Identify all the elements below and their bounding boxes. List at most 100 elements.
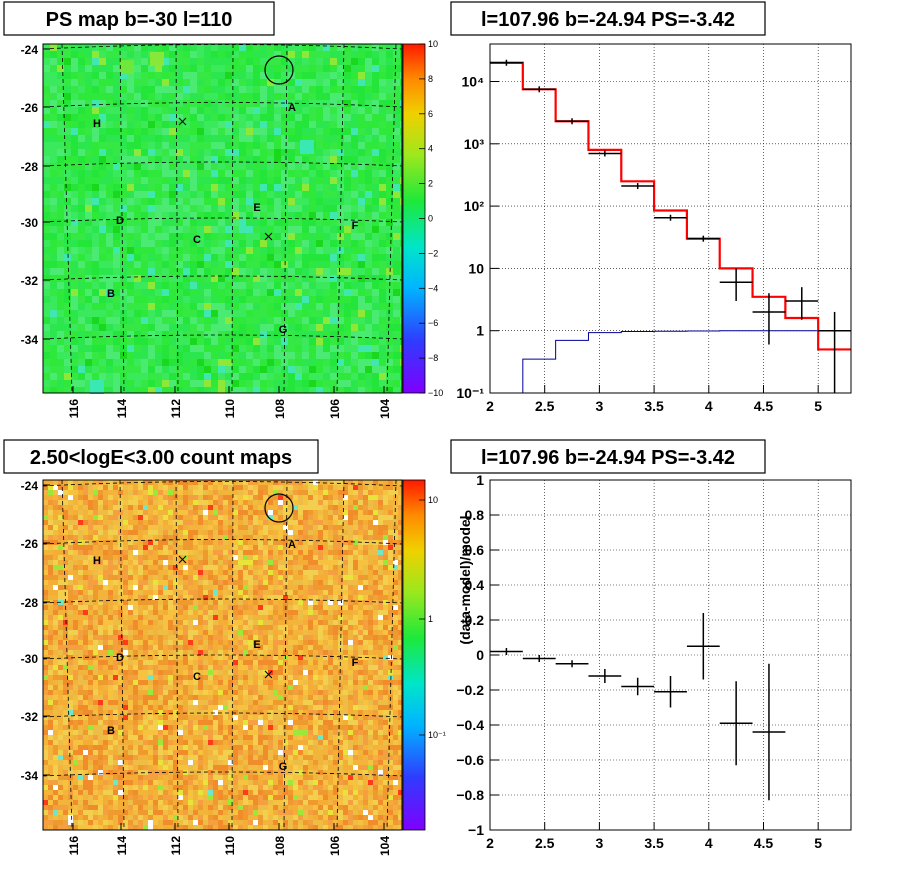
ps-map-cell: [57, 135, 64, 142]
ps-map-cell: [155, 240, 162, 247]
count-map-cell: [378, 625, 383, 630]
count-map-cell: [103, 575, 108, 580]
count-map-cell: [288, 535, 293, 540]
ps-map-cell: [162, 58, 169, 65]
count-map-cell: [93, 570, 98, 575]
count-map-cell: [318, 490, 323, 495]
ps-map-cell: [351, 156, 358, 163]
ps-map-cell: [211, 79, 218, 86]
count-map-cell: [228, 520, 233, 525]
ps-map-colorbar-tick: 8: [428, 74, 433, 84]
count-map-cell: [233, 505, 238, 510]
count-map-cell: [373, 545, 378, 550]
count-map-cell: [73, 625, 78, 630]
ps-map-cell: [197, 149, 204, 156]
ps-map-cell: [113, 310, 120, 317]
count-map-cell: [338, 620, 343, 625]
count-map-cell: [133, 555, 138, 560]
count-map-cell: [268, 585, 273, 590]
count-map-cell: [233, 500, 238, 505]
ps-map-cell: [323, 65, 330, 72]
count-map-cell: [333, 505, 338, 510]
ps-map-cell: [295, 219, 302, 226]
count-map-cell: [233, 590, 238, 595]
count-map-cell: [208, 615, 213, 620]
count-map-cell: [258, 565, 263, 570]
count-map-cell: [103, 480, 108, 485]
count-map-cell: [323, 605, 328, 610]
count-map-cell: [398, 550, 402, 555]
ps-map-cell: [141, 317, 148, 324]
ps-map-cell: [351, 380, 358, 387]
ps-map-cell: [64, 380, 71, 387]
ps-map-cell: [113, 114, 120, 121]
count-map-cell: [293, 550, 298, 555]
ps-map-cell: [197, 156, 204, 163]
count-map-cell: [93, 595, 98, 600]
ps-map-cell: [43, 261, 50, 268]
ps-map-cell: [141, 65, 148, 72]
count-map-cell: [288, 485, 293, 490]
ps-map-cell: [85, 177, 92, 184]
ps-map-cell: [127, 219, 134, 226]
count-map-cell: [63, 500, 68, 505]
ps-map-cell: [43, 72, 50, 79]
ps-map-cell: [246, 100, 253, 107]
count-map-cell: [293, 595, 298, 600]
count-map-cell: [323, 545, 328, 550]
count-map-cell: [123, 535, 128, 540]
ps-map-cell: [260, 387, 267, 393]
ps-map-cell: [351, 317, 358, 324]
count-map-cell: [73, 495, 78, 500]
count-map-cell: [298, 580, 303, 585]
ps-map-cell: [260, 282, 267, 289]
count-map-cell: [383, 510, 388, 515]
ps-map-cell: [344, 366, 351, 373]
ps-map-cell: [288, 198, 295, 205]
count-map-cell: [133, 545, 138, 550]
ps-map-cell: [386, 142, 393, 149]
ps-map-cell: [64, 345, 71, 352]
count-map-cell: [318, 530, 323, 535]
ps-map-cell: [358, 135, 365, 142]
ps-map-cell: [372, 58, 379, 65]
ps-map-cell: [400, 177, 402, 184]
ps-map-cell: [162, 268, 169, 275]
ps-map-cell: [337, 261, 344, 268]
ps-map-cell: [57, 44, 64, 51]
ps-map-cross-marker: [178, 117, 273, 241]
ps-map-cell: [232, 191, 239, 198]
ps-map-cell: [316, 163, 323, 170]
spectrum-model-series: [490, 61, 851, 351]
ps-map-cell: [232, 107, 239, 114]
count-map-cell: [388, 520, 393, 525]
count-map-cell: [248, 490, 253, 495]
ps-map-cell: [85, 219, 92, 226]
ps-map-cell: [197, 359, 204, 366]
count-map-cell: [83, 570, 88, 575]
ps-map-x-ticks: 116 114 112 110 108 106 104: [67, 386, 392, 419]
count-map-cell: [218, 595, 223, 600]
count-map-cell: [163, 495, 168, 500]
count-map-cell: [243, 595, 248, 600]
ps-map-cell: [309, 79, 316, 86]
count-map-cell: [113, 625, 118, 630]
ps-map-cell: [330, 205, 337, 212]
count-map-cell: [398, 555, 402, 560]
ps-map-cell: [393, 212, 400, 219]
count-map-cell: [133, 615, 138, 620]
ps-map-cell: [92, 65, 99, 72]
count-map-cell: [88, 545, 93, 550]
ps-map-cell: [204, 261, 211, 268]
ps-map-cell: [57, 317, 64, 324]
ps-map-cell: [148, 359, 155, 366]
ps-map-cell: [197, 380, 204, 387]
count-map-cell: [188, 535, 193, 540]
count-map-cell: [93, 625, 98, 630]
ps-map-cell: [358, 170, 365, 177]
count-map-cell: [333, 530, 338, 535]
ps-map-cell: [43, 156, 50, 163]
count-map-cell: [233, 540, 238, 545]
ps-map-cell: [176, 93, 183, 100]
count-map-cell: [348, 545, 353, 550]
